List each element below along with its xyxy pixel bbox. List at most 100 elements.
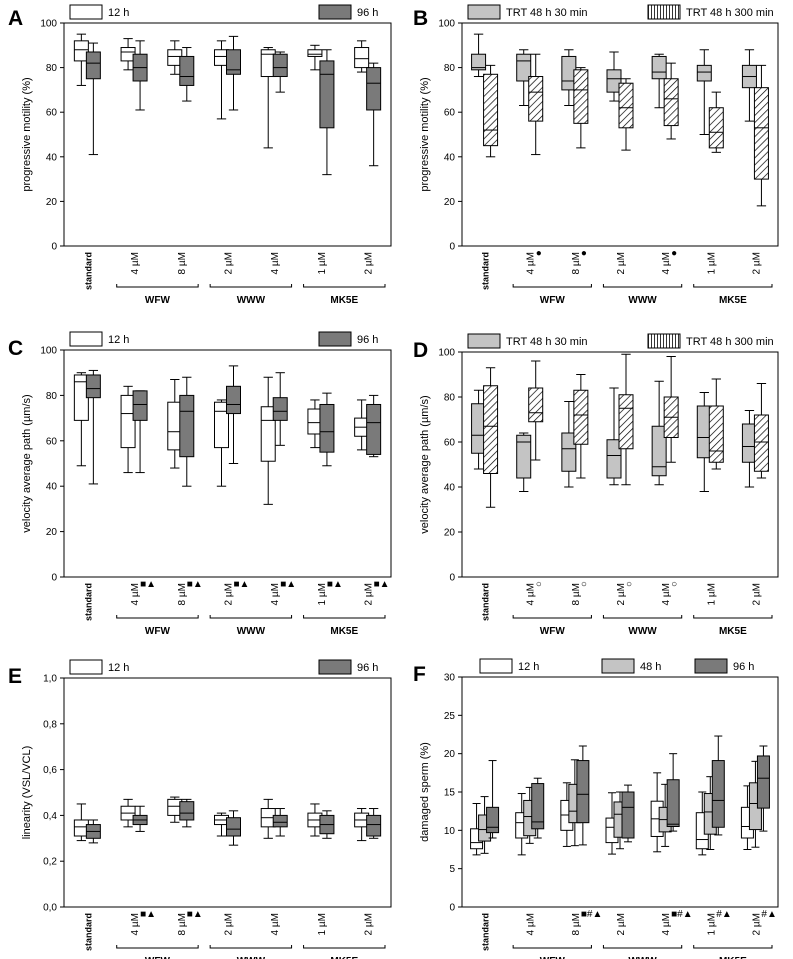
box-iqr xyxy=(651,425,667,477)
box-gray xyxy=(486,760,500,839)
panel-e: E 0,0 0,2 0,4 0,6 0,8 1,0 linearity (VSL/VCL) 12… xyxy=(8,659,392,959)
group-bracket: WFW xyxy=(512,615,592,637)
category-label: 4 µM xyxy=(661,252,672,274)
box-iqr xyxy=(711,760,725,828)
group-label: WWW xyxy=(237,956,266,959)
bracket-line xyxy=(602,945,683,949)
box-lightgray xyxy=(606,387,622,486)
legend-label: 96 h xyxy=(733,661,754,673)
y-tick-label: 100 xyxy=(40,19,57,30)
y-tick-label: 60 xyxy=(46,108,58,119)
box-lightgray xyxy=(471,33,487,78)
bracket-line xyxy=(693,284,773,288)
box-white xyxy=(73,33,89,86)
legend-label: TRT 48 h 300 min xyxy=(686,336,774,348)
group-label: MK5E xyxy=(330,295,358,306)
box-iqr xyxy=(214,401,229,449)
box-lightgray xyxy=(516,432,532,492)
group-bracket: WWW xyxy=(602,615,683,637)
bracket-line xyxy=(303,945,386,949)
box-gray xyxy=(226,810,241,846)
box-hatched-diagonal xyxy=(483,64,499,158)
box-white xyxy=(260,798,276,839)
box-iqr xyxy=(696,64,712,82)
y-tick-label: 60 xyxy=(46,436,58,447)
plot-frame xyxy=(63,349,392,578)
category-label: 4 µM xyxy=(526,583,537,605)
y-tick-label: 0 xyxy=(449,903,455,914)
box-iqr xyxy=(708,107,724,149)
box-gray xyxy=(272,372,288,446)
legend-swatch xyxy=(318,331,352,347)
box-gray xyxy=(319,810,335,839)
y-axis-label: progressive motility (%) xyxy=(21,77,33,191)
legend-swatch xyxy=(69,659,103,675)
box-iqr xyxy=(226,49,241,75)
y-tick-label: 0,6 xyxy=(43,765,57,776)
box-iqr xyxy=(666,779,680,828)
group-bracket: WWW xyxy=(209,615,293,637)
bracket-line xyxy=(209,284,293,288)
y-tick-label: 100 xyxy=(40,346,57,357)
y-tick-label: 20 xyxy=(444,749,456,760)
y-tick-label: 0 xyxy=(51,242,57,253)
box-hatched-diagonal xyxy=(663,356,679,463)
category-label: 8 µM xyxy=(177,913,188,935)
box-iqr xyxy=(618,394,634,450)
category-label: 2 µM xyxy=(224,252,235,274)
box-gray xyxy=(85,819,101,844)
y-tick-label: 60 xyxy=(444,438,456,449)
category-label: standard xyxy=(481,252,491,290)
box-lightgray xyxy=(696,392,712,492)
box-gray xyxy=(85,42,101,156)
box-iqr xyxy=(528,387,544,423)
box-hatched-diagonal xyxy=(483,367,499,508)
box-gray xyxy=(226,35,241,111)
category-label: 2 µM xyxy=(364,583,375,605)
category-label: 1 µM xyxy=(317,583,328,605)
box-gray xyxy=(132,390,148,474)
box-white xyxy=(354,808,370,842)
bracket-line xyxy=(116,945,199,949)
legend: 12 h 96 h xyxy=(69,331,378,347)
box-iqr xyxy=(85,374,101,399)
legend-label: 12 h xyxy=(108,662,129,674)
group-bracket: WWW xyxy=(602,284,683,306)
category-label: 1 µM xyxy=(317,252,328,274)
box-iqr xyxy=(528,76,544,122)
box-white xyxy=(307,44,323,71)
legend: 12 h 96 h xyxy=(69,4,378,20)
plot-frame xyxy=(63,677,392,908)
legend-label: TRT 48 h 300 min xyxy=(686,7,774,19)
significance-marker: ○ xyxy=(536,579,542,590)
y-tick-label: 40 xyxy=(444,152,456,163)
bracket-line xyxy=(693,945,773,949)
box-iqr xyxy=(486,806,500,834)
box-iqr xyxy=(753,414,769,472)
box-white xyxy=(214,40,229,120)
legend-label: TRT 48 h 30 min xyxy=(506,7,588,19)
group-label: MK5E xyxy=(719,295,747,306)
category-label: 2 µM xyxy=(751,252,762,274)
box-gray xyxy=(132,40,148,111)
box-iqr xyxy=(576,760,590,824)
box-gray xyxy=(366,808,382,839)
category-label: 2 µM xyxy=(751,913,762,935)
box-gray xyxy=(226,365,241,464)
box-white xyxy=(260,47,276,149)
category-label: 8 µM xyxy=(571,583,582,605)
bracket-line xyxy=(512,945,592,949)
category-label: standard xyxy=(83,252,93,290)
panel-letter: E xyxy=(8,665,22,688)
box-iqr xyxy=(573,389,589,445)
significance-marker: ● xyxy=(536,248,542,259)
box-gray xyxy=(179,376,195,487)
legend-label: 96 h xyxy=(357,334,378,346)
box-iqr xyxy=(132,390,148,421)
plot-frame xyxy=(461,351,779,578)
y-tick-label: 40 xyxy=(46,152,58,163)
legend-label: 48 h xyxy=(640,661,661,673)
box-iqr xyxy=(319,403,335,453)
legend-swatch xyxy=(467,4,501,20)
y-axis-label: velocity average path (µm/s) xyxy=(419,395,431,533)
